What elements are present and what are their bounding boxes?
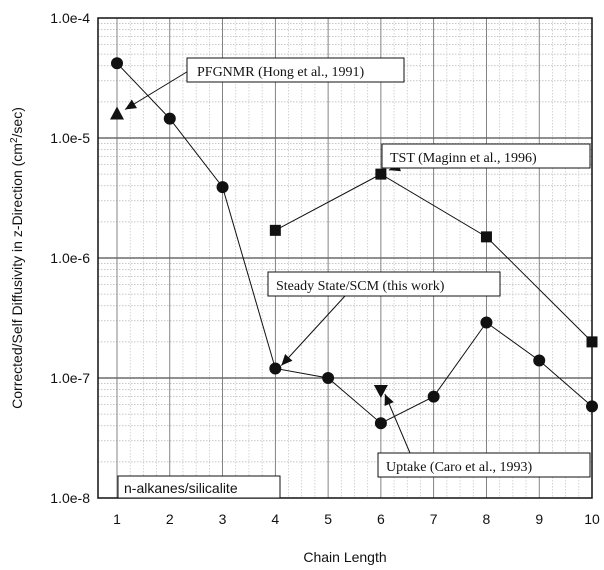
y-axis-title: Corrected/Self Diffusivity in z-Directio…	[9, 107, 26, 409]
square-marker	[375, 168, 387, 180]
annotation-label: Uptake (Caro et al., 1993)	[386, 460, 533, 475]
annotation-label: PFGNMR (Hong et al., 1991)	[197, 65, 365, 80]
annotation-label: TST (Maginn et al., 1996)	[390, 151, 537, 166]
x-tick-labels: 1 2 3 4 5 6 7 8 9 10	[113, 511, 600, 527]
y-tick-labels: 1.0e-8 1.0e-7 1.0e-6 1.0e-5 1.0e-4	[50, 10, 90, 506]
annotation-box	[186, 57, 405, 83]
x-tick-label: 3	[219, 511, 227, 527]
circle-marker	[427, 390, 440, 403]
square-marker	[586, 336, 598, 348]
circle-marker	[586, 400, 598, 413]
annotation-boxes: PFGNMR (Hong et al., 1991) TST (Maginn et…	[186, 57, 591, 478]
annotation-arrow-line	[124, 69, 191, 110]
series-line	[275, 173, 593, 343]
x-axis-title: Chain Length	[303, 549, 386, 565]
annotation-box	[267, 271, 501, 297]
x-tick-label: 7	[430, 511, 438, 527]
annotation-box	[381, 143, 591, 169]
y-tick-label: 1.0e-4	[50, 10, 90, 26]
annotation-box	[377, 452, 591, 478]
x-tick-label: 2	[166, 511, 174, 527]
circle-marker	[216, 181, 229, 194]
annotation-arrowhead	[281, 354, 293, 366]
x-tick-label: 8	[483, 511, 491, 527]
annotation-arrow-line	[280, 295, 346, 366]
square-marker	[480, 231, 492, 243]
y-tick-label: 1.0e-8	[50, 490, 90, 506]
x-tick-label: 5	[324, 511, 332, 527]
y-tick-label: 1.0e-6	[50, 250, 90, 266]
series-line	[116, 62, 593, 424]
annotation-label: Steady State/SCM (this work)	[276, 279, 445, 294]
x-tick-label: 1	[113, 511, 121, 527]
annotation-arrowhead	[125, 99, 137, 110]
circle-marker	[111, 57, 123, 70]
annotation-arrows	[124, 69, 431, 454]
annotation-arrowhead	[384, 393, 394, 407]
y-tick-label: 1.0e-7	[50, 370, 90, 386]
x-tick-label: 4	[271, 511, 279, 527]
square-marker	[269, 224, 281, 236]
dataset-label-box	[117, 475, 281, 499]
circle-marker	[374, 417, 387, 430]
triangle-up-marker	[110, 106, 124, 120]
y-tick-label: 1.0e-5	[50, 130, 90, 146]
major-grid	[98, 18, 592, 498]
x-tick-label: 9	[535, 511, 543, 527]
dataset-label: n-alkanes/silicalite	[124, 480, 238, 496]
circle-marker	[163, 112, 176, 125]
circle-marker	[533, 354, 546, 367]
x-tick-label: 10	[584, 511, 600, 527]
y-axis-title-end: /sec)	[9, 107, 25, 137]
series-lines	[116, 62, 593, 424]
data-markers	[110, 57, 598, 430]
circle-marker	[269, 362, 282, 375]
x-tick-label: 6	[377, 511, 385, 527]
circle-marker	[322, 372, 335, 384]
y-axis-title-main: Corrected/Self Diffusivity in z-Directio…	[9, 143, 25, 409]
circle-marker	[480, 316, 493, 329]
triangle-down-marker	[373, 384, 388, 398]
plot-frame	[97, 17, 593, 499]
y-axis-title-sup: 2	[9, 137, 20, 143]
